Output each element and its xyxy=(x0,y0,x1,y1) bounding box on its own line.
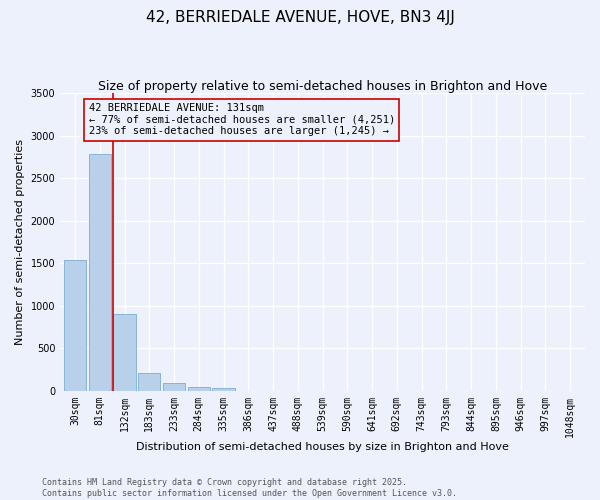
Bar xyxy=(138,372,160,391)
X-axis label: Distribution of semi-detached houses by size in Brighton and Hove: Distribution of semi-detached houses by … xyxy=(136,442,509,452)
Bar xyxy=(212,388,235,391)
Bar xyxy=(89,154,111,391)
Bar xyxy=(113,314,136,391)
Text: 42, BERRIEDALE AVENUE, HOVE, BN3 4JJ: 42, BERRIEDALE AVENUE, HOVE, BN3 4JJ xyxy=(146,10,454,25)
Bar xyxy=(163,383,185,391)
Bar xyxy=(188,386,210,391)
Text: 42 BERRIEDALE AVENUE: 131sqm
← 77% of semi-detached houses are smaller (4,251)
2: 42 BERRIEDALE AVENUE: 131sqm ← 77% of se… xyxy=(89,103,395,136)
Title: Size of property relative to semi-detached houses in Brighton and Hove: Size of property relative to semi-detach… xyxy=(98,80,547,93)
Y-axis label: Number of semi-detached properties: Number of semi-detached properties xyxy=(15,139,25,345)
Text: Contains HM Land Registry data © Crown copyright and database right 2025.
Contai: Contains HM Land Registry data © Crown c… xyxy=(42,478,457,498)
Bar xyxy=(64,260,86,391)
